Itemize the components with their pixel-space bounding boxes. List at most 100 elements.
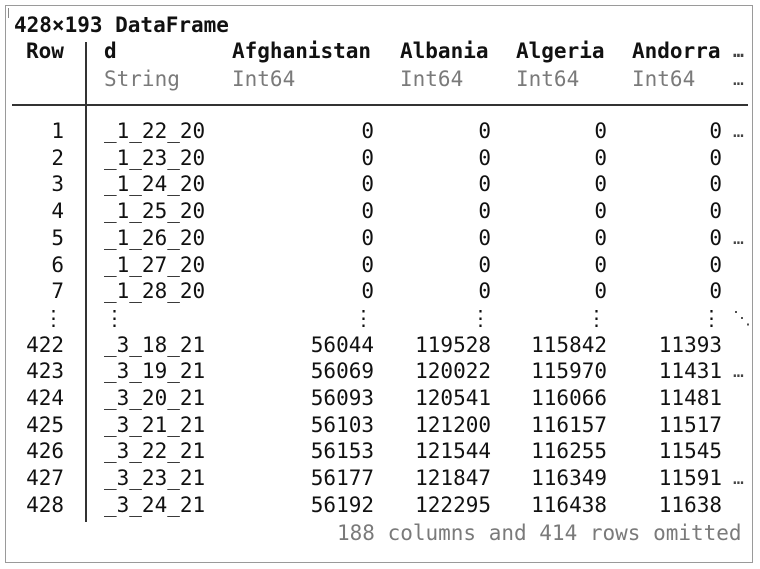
cell-d: _3_23_21 bbox=[104, 466, 206, 490]
column-header-albania: Albania bbox=[400, 39, 489, 63]
cell-andorra: 0 bbox=[709, 146, 722, 170]
cell-afghanistan: 0 bbox=[361, 172, 374, 196]
column-header-afghanistan: Afghanistan bbox=[232, 39, 372, 63]
row-number: 2 bbox=[51, 146, 64, 170]
cell-algeria: 0 bbox=[594, 119, 607, 143]
row-number: 422 bbox=[26, 333, 64, 357]
cell-d: _3_24_21 bbox=[104, 493, 206, 517]
cell-d: _3_20_21 bbox=[104, 386, 206, 410]
cell-algeria: ⋮ bbox=[586, 306, 607, 330]
cell-d: ⋮ bbox=[104, 306, 125, 330]
row-number: 426 bbox=[26, 439, 64, 463]
cell-afghanistan: 0 bbox=[361, 253, 374, 277]
cell-albania: 0 bbox=[478, 119, 491, 143]
cell-afghanistan: 0 bbox=[361, 199, 374, 223]
row-more-ellipsis: … bbox=[733, 361, 744, 382]
column-type-albania: Int64 bbox=[400, 67, 464, 91]
column-type-afghanistan: Int64 bbox=[232, 67, 296, 91]
cell-afghanistan: 56177 bbox=[310, 466, 374, 490]
column-header-algeria: Algeria bbox=[516, 39, 605, 63]
cell-d: _3_18_21 bbox=[104, 333, 206, 357]
row-number: 425 bbox=[26, 413, 64, 437]
row-header: Row bbox=[26, 39, 64, 63]
row-number: 6 bbox=[51, 253, 64, 277]
cell-algeria: 115842 bbox=[531, 333, 607, 357]
panel-corner-mark bbox=[8, 8, 9, 18]
row-number: 1 bbox=[51, 119, 64, 143]
row-number: 3 bbox=[51, 172, 64, 196]
cell-andorra: 11638 bbox=[658, 493, 722, 517]
cell-afghanistan: 0 bbox=[361, 146, 374, 170]
cell-albania: 122295 bbox=[415, 493, 491, 517]
cell-d: _3_19_21 bbox=[104, 359, 206, 383]
column-type-d: String bbox=[104, 67, 180, 91]
cell-andorra: 0 bbox=[709, 119, 722, 143]
cell-andorra: 0 bbox=[709, 172, 722, 196]
row-number: 428 bbox=[26, 493, 64, 517]
cell-algeria: 116066 bbox=[531, 386, 607, 410]
row-more-ellipsis: … bbox=[733, 121, 744, 142]
row-more-ellipsis: … bbox=[733, 468, 744, 489]
cell-afghanistan: 0 bbox=[361, 226, 374, 250]
cell-albania: 0 bbox=[478, 253, 491, 277]
row-number: 7 bbox=[51, 279, 64, 303]
omitted-summary: 188 columns and 414 rows omitted bbox=[337, 521, 742, 545]
column-header-d: d bbox=[104, 39, 117, 63]
cell-andorra: 0 bbox=[709, 253, 722, 277]
cell-d: _1_27_20 bbox=[104, 253, 206, 277]
cell-d: _1_23_20 bbox=[104, 146, 206, 170]
cell-algeria: 0 bbox=[594, 172, 607, 196]
cell-d: _1_26_20 bbox=[104, 226, 206, 250]
cell-algeria: 116438 bbox=[531, 493, 607, 517]
cell-afghanistan: 56093 bbox=[310, 386, 374, 410]
cell-d: _1_28_20 bbox=[104, 279, 206, 303]
row-number: ⋮ bbox=[43, 306, 64, 330]
cell-afghanistan: 56103 bbox=[310, 413, 374, 437]
cell-algeria: 115970 bbox=[531, 359, 607, 383]
cell-albania: 0 bbox=[478, 279, 491, 303]
header-divider bbox=[12, 104, 748, 106]
cell-algeria: 0 bbox=[594, 146, 607, 170]
cell-albania: 119528 bbox=[415, 333, 491, 357]
column-type-algeria: Int64 bbox=[516, 67, 580, 91]
cell-albania: 121200 bbox=[415, 413, 491, 437]
row-more-ellipsis: ⋱ bbox=[733, 308, 751, 329]
cell-albania: 120022 bbox=[415, 359, 491, 383]
cell-andorra: 11481 bbox=[658, 386, 722, 410]
cell-afghanistan: 0 bbox=[361, 279, 374, 303]
cell-d: _1_24_20 bbox=[104, 172, 206, 196]
cell-d: _3_21_21 bbox=[104, 413, 206, 437]
cell-andorra: 11393 bbox=[658, 333, 722, 357]
more-types-ellipsis: … bbox=[733, 69, 744, 90]
more-columns-ellipsis: … bbox=[733, 41, 744, 62]
row-index-divider bbox=[85, 42, 87, 522]
cell-algeria: 0 bbox=[594, 199, 607, 223]
cell-andorra: 11431 bbox=[658, 359, 722, 383]
cell-andorra: 0 bbox=[709, 226, 722, 250]
cell-albania: 121544 bbox=[415, 439, 491, 463]
column-type-andorra: Int64 bbox=[632, 67, 696, 91]
cell-afghanistan: 56153 bbox=[310, 439, 374, 463]
cell-andorra: ⋮ bbox=[701, 306, 722, 330]
cell-albania: 120541 bbox=[415, 386, 491, 410]
cell-algeria: 0 bbox=[594, 253, 607, 277]
row-number: 423 bbox=[26, 359, 64, 383]
cell-algeria: 0 bbox=[594, 279, 607, 303]
cell-algeria: 116157 bbox=[531, 413, 607, 437]
cell-algeria: 0 bbox=[594, 226, 607, 250]
cell-d: _1_22_20 bbox=[104, 119, 206, 143]
cell-andorra: 11591 bbox=[658, 466, 722, 490]
cell-afghanistan: ⋮ bbox=[353, 306, 374, 330]
cell-d: _3_22_21 bbox=[104, 439, 206, 463]
cell-afghanistan: 0 bbox=[361, 119, 374, 143]
row-more-ellipsis: … bbox=[733, 228, 744, 249]
row-number: 4 bbox=[51, 199, 64, 223]
cell-albania: 0 bbox=[478, 172, 491, 196]
cell-albania: 121847 bbox=[415, 466, 491, 490]
row-number: 5 bbox=[51, 226, 64, 250]
row-number: 424 bbox=[26, 386, 64, 410]
cell-andorra: 11545 bbox=[658, 439, 722, 463]
cell-andorra: 11517 bbox=[658, 413, 722, 437]
dataframe-panel bbox=[5, 5, 753, 563]
cell-andorra: 0 bbox=[709, 199, 722, 223]
